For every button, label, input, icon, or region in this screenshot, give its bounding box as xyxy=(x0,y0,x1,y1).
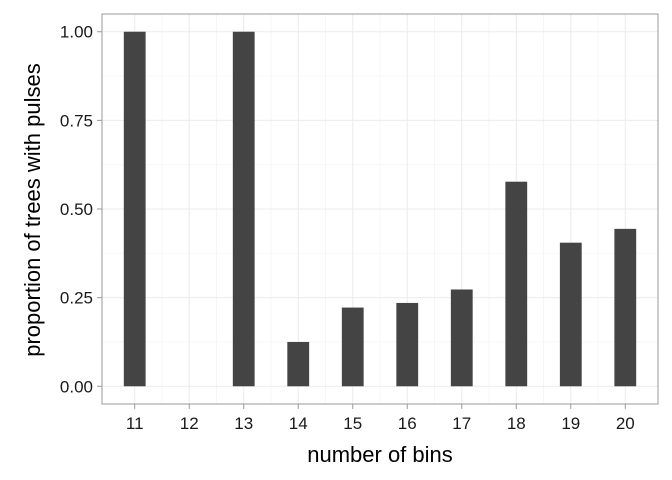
bar xyxy=(505,181,528,387)
x-tick-label: 17 xyxy=(452,414,471,433)
y-axis-title: proportion of trees with pulses xyxy=(20,63,45,357)
bar xyxy=(287,341,310,387)
bar xyxy=(396,302,419,387)
x-tick-label: 20 xyxy=(616,414,635,433)
y-tick-label: 0.25 xyxy=(60,289,93,308)
x-tick-label: 15 xyxy=(343,414,362,433)
x-tick-label: 11 xyxy=(126,414,144,433)
x-tick-label: 14 xyxy=(289,414,308,433)
x-tick-label: 13 xyxy=(234,414,253,433)
x-tick-label: 18 xyxy=(507,414,526,433)
y-tick-label: 0.00 xyxy=(60,377,93,396)
y-tick-label: 0.50 xyxy=(60,200,93,219)
x-tick-label: 19 xyxy=(561,414,580,433)
bar xyxy=(614,228,637,387)
bar xyxy=(450,289,473,387)
bars xyxy=(123,31,637,387)
bar xyxy=(232,31,255,387)
x-axis-title: number of bins xyxy=(307,442,453,467)
y-tick-label: 1.00 xyxy=(60,23,93,42)
y-axis: 0.00 0.25 0.50 0.75 1.00 xyxy=(60,23,102,396)
y-tick-label: 0.75 xyxy=(60,111,93,130)
bar xyxy=(341,307,364,387)
x-tick-label: 12 xyxy=(180,414,199,433)
x-axis: 11 12 13 14 15 16 17 18 19 20 xyxy=(126,404,635,433)
bar xyxy=(123,31,146,387)
x-tick-label: 16 xyxy=(398,414,417,433)
bar xyxy=(559,242,582,387)
